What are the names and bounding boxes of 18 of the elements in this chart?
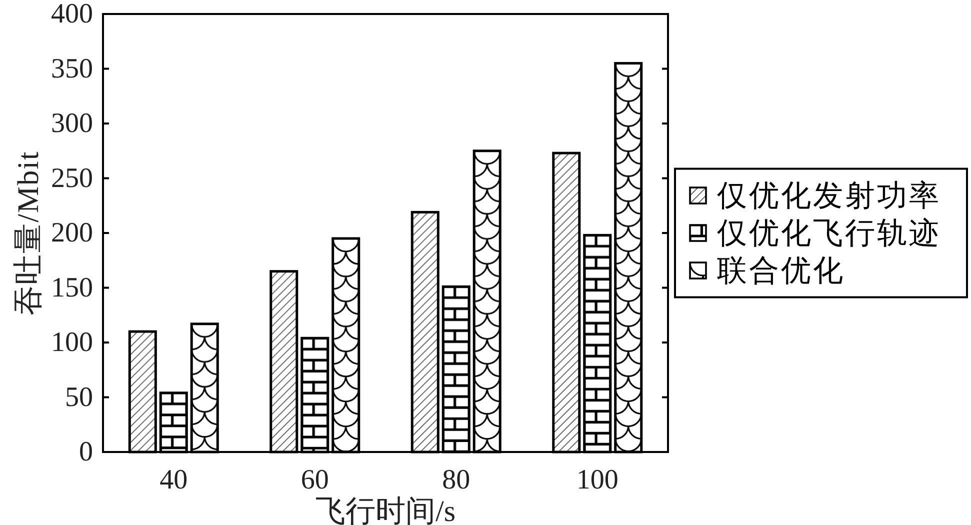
x-tick-label: 100 — [576, 464, 618, 496]
x-axis-title: 飞行时间/s — [315, 494, 456, 525]
y-tick-label: 100 — [51, 327, 93, 358]
y-tick-label: 150 — [51, 272, 93, 304]
y-tick-label: 250 — [51, 162, 93, 194]
legend-label: 联合优化 — [717, 254, 845, 287]
y-tick-label: 50 — [65, 382, 93, 413]
x-tick-label: 40 — [160, 464, 188, 496]
y-tick-label: 300 — [51, 108, 93, 139]
y-axis-title: 吞吐量/Mbit — [12, 150, 44, 316]
y-tick-label: 350 — [51, 53, 93, 84]
y-tick-label: 0 — [79, 436, 93, 468]
legend-label: 仅优化发射功率 — [717, 179, 941, 212]
legend-label: 仅优化飞行轨迹 — [717, 216, 941, 250]
x-tick-label: 80 — [442, 464, 470, 496]
y-tick-label: 200 — [51, 218, 93, 248]
y-tick-label: 400 — [51, 0, 93, 30]
x-tick-label: 60 — [300, 464, 329, 496]
